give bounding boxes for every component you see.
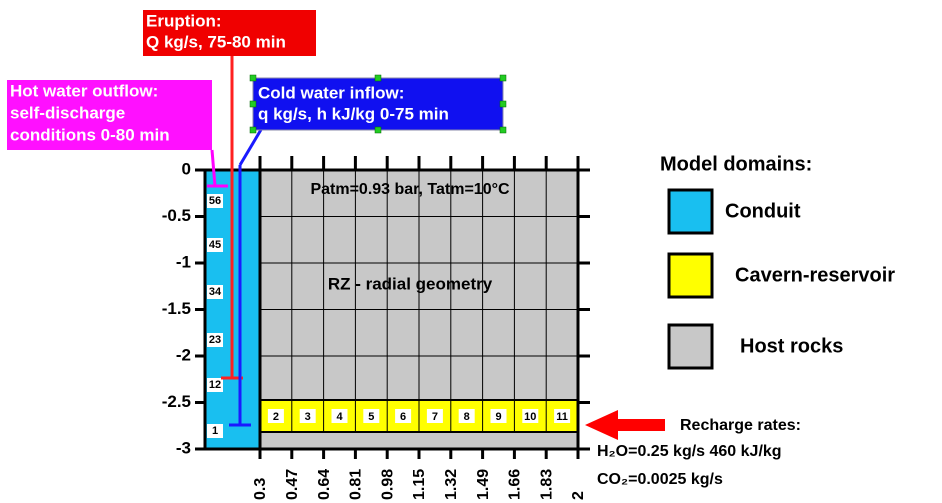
inflow-label: q kg/s, h kJ/kg 0-75 min — [258, 104, 449, 123]
selection-handle — [374, 74, 382, 82]
eruption-box — [143, 10, 316, 56]
cell-box — [363, 409, 380, 423]
y-tick-label: -2 — [176, 345, 191, 364]
geometry-label: RZ - radial geometry — [328, 274, 493, 293]
frame — [203, 168, 580, 451]
x-tick-label: 2 — [570, 491, 587, 500]
y-tick-label: -3 — [176, 438, 191, 457]
recharge-label: H₂O=0.25 kg/s 460 kJ/kg — [597, 443, 782, 460]
legend-swatch — [667, 252, 714, 299]
cell-box — [395, 409, 412, 423]
outflow-box — [7, 80, 212, 150]
cell-box — [458, 409, 475, 423]
legend-label: Conduit — [725, 200, 801, 222]
cell-box — [207, 285, 223, 299]
cell-box — [331, 409, 348, 423]
inflow-label: Cold water inflow: — [258, 83, 404, 102]
x-tick-label: 1.32 — [443, 469, 460, 500]
x-tick-label: 0.81 — [348, 469, 365, 500]
cell-label: 2 — [273, 411, 279, 423]
selection-handle — [249, 74, 257, 82]
cell-label: 9 — [495, 411, 501, 423]
cell-label: 23 — [209, 334, 221, 346]
cell-label: 11 — [556, 411, 568, 423]
x-tick-label: 0.3 — [252, 478, 269, 500]
cell-label: 45 — [209, 239, 221, 251]
outflow-line — [210, 149, 217, 187]
inflow-box — [252, 77, 504, 131]
y-tick-label: -2.5 — [162, 392, 191, 411]
cell-label: 4 — [336, 411, 343, 423]
y-tick-label: -0.5 — [162, 206, 191, 225]
cell-label: 5 — [368, 411, 374, 423]
cell-box — [490, 409, 507, 423]
eruption-label: Q kg/s, 75-80 min — [146, 32, 286, 51]
recharge-arrow-head — [585, 410, 618, 440]
cell-box — [207, 333, 223, 347]
legend-label: Cavern-reservoir — [735, 264, 895, 286]
selection-handle — [499, 100, 507, 108]
cell-box — [207, 378, 223, 392]
cell-label: 12 — [209, 379, 221, 391]
legend-swatch — [667, 323, 714, 370]
selection-handle — [499, 126, 507, 134]
x-tick-label: 0.47 — [284, 469, 301, 500]
outflow-label: self-discharge — [10, 103, 125, 122]
cell-box — [267, 409, 284, 423]
selection-handle — [374, 126, 382, 134]
y-tick-label: 0 — [182, 159, 191, 178]
outflow-label: Hot water outflow: — [10, 81, 158, 100]
cell-box — [522, 409, 539, 423]
selection-handle — [249, 126, 257, 134]
x-tick-label: 0.98 — [379, 469, 396, 500]
cell-label: 34 — [209, 286, 222, 298]
inflow-link — [238, 127, 264, 166]
cell-box — [207, 238, 223, 252]
cell-box — [554, 409, 571, 423]
cell-box — [426, 409, 443, 423]
legend-label: Host rocks — [740, 335, 843, 357]
eruption-label: Eruption: — [146, 11, 222, 30]
legend-swatch — [667, 188, 714, 235]
outflow-label: conditions 0-80 min — [10, 125, 170, 144]
atm-label: Patm=0.93 bar, Tatm=10°C — [310, 181, 510, 198]
recharge-label: Recharge rates: — [680, 417, 801, 434]
recharge-label: CO₂=0.0025 kg/s — [597, 471, 723, 488]
x-tick-label: 1.49 — [475, 469, 492, 500]
x-tick-label: 1.15 — [411, 469, 428, 500]
cell-label: 3 — [305, 411, 311, 423]
cell-label: 10 — [524, 411, 536, 423]
cell-box — [299, 409, 316, 423]
selection-handle — [499, 74, 507, 82]
recharge-arrow-shaft — [615, 419, 665, 431]
cell-box — [207, 194, 223, 208]
cell-label: 1 — [212, 425, 218, 437]
x-tick-label: 1.66 — [507, 469, 524, 500]
cell-label: 7 — [432, 411, 438, 423]
y-tick-label: -1 — [176, 252, 191, 271]
x-tick-label: 0.64 — [316, 469, 333, 500]
x-tick-label: 1.83 — [538, 469, 555, 500]
cell-label: 56 — [209, 195, 221, 207]
cell-label: 8 — [464, 411, 470, 423]
selection-handle — [249, 100, 257, 108]
cell-label: 6 — [400, 411, 406, 423]
y-tick-label: -1.5 — [162, 299, 191, 318]
legend-title: Model domains: — [660, 153, 812, 175]
cell-box — [207, 424, 223, 438]
